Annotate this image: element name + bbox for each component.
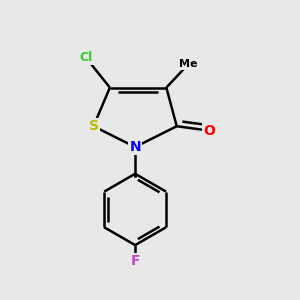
Text: N: N bbox=[129, 140, 141, 154]
Text: O: O bbox=[203, 124, 215, 138]
Text: S: S bbox=[88, 119, 98, 133]
Text: Me: Me bbox=[179, 59, 198, 69]
Text: F: F bbox=[130, 254, 140, 268]
Text: Cl: Cl bbox=[80, 51, 93, 64]
